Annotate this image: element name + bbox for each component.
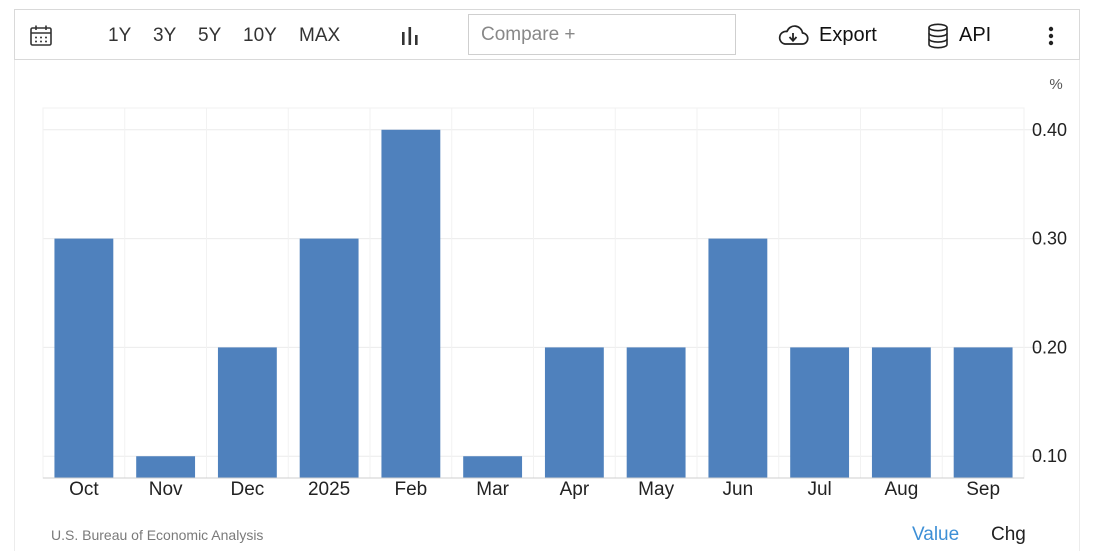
- value-toggle[interactable]: Value: [912, 524, 960, 545]
- bar-apr[interactable]: [544, 347, 604, 478]
- cloud-download-icon: [777, 24, 809, 48]
- x-tick-label: 2025: [308, 479, 350, 500]
- x-tick-label: Jun: [723, 479, 754, 500]
- y-axis-unit: %: [1049, 76, 1062, 93]
- range-10y-button[interactable]: 10Y: [243, 24, 277, 46]
- bar-mar[interactable]: [463, 456, 523, 478]
- y-tick-label: 0.20: [1032, 337, 1067, 357]
- x-tick-label: Apr: [560, 479, 590, 500]
- export-label: Export: [819, 24, 877, 46]
- api-label: API: [959, 24, 992, 46]
- bar-chart-icon[interactable]: [399, 10, 421, 61]
- x-tick-label: Sep: [966, 479, 1000, 500]
- range-5y-button[interactable]: 5Y: [198, 24, 222, 46]
- range-1y-button[interactable]: 1Y: [108, 24, 132, 46]
- bar-nov[interactable]: [136, 456, 196, 478]
- y-tick-label: 0.10: [1032, 446, 1067, 466]
- y-tick-label: 0.40: [1032, 120, 1067, 140]
- chart-bars: [43, 129, 1024, 479]
- bar-jul[interactable]: [790, 347, 850, 478]
- x-tick-label: Aug: [884, 479, 918, 500]
- bar-2025[interactable]: [299, 238, 359, 478]
- bar-jun[interactable]: [708, 238, 768, 478]
- database-icon: [927, 22, 949, 49]
- chart-container: [14, 60, 1080, 551]
- x-tick-label: Mar: [476, 479, 509, 500]
- chart-toolbar: 1Y 3Y 5Y 10Y MAX Export: [14, 9, 1080, 60]
- range-3y-button[interactable]: 3Y: [153, 24, 177, 46]
- export-button[interactable]: Export: [777, 10, 877, 61]
- x-tick-label: Oct: [69, 479, 99, 500]
- bar-oct[interactable]: [54, 238, 114, 478]
- y-axis-labels: 0.10 0.20 0.30 0.40: [1032, 120, 1067, 466]
- compare-input[interactable]: [468, 14, 736, 55]
- api-button[interactable]: API: [927, 10, 991, 61]
- bar-sep[interactable]: [953, 347, 1013, 478]
- source-attribution: U.S. Bureau of Economic Analysis: [51, 527, 264, 543]
- vertical-ellipsis-icon[interactable]: [1047, 10, 1055, 61]
- y-tick-label: 0.30: [1032, 229, 1067, 249]
- x-tick-label: Feb: [395, 479, 428, 500]
- calendar-icon[interactable]: [29, 10, 53, 61]
- x-axis-labels: Oct Nov Dec 2025 Feb Mar Apr May Jun Jul Aug Sep: [69, 479, 1000, 500]
- x-tick-label: Dec: [230, 479, 264, 500]
- bar-aug[interactable]: [871, 347, 931, 478]
- x-tick-label: May: [638, 479, 674, 500]
- bar-feb[interactable]: [381, 129, 441, 478]
- bar-may[interactable]: [626, 347, 686, 478]
- change-toggle[interactable]: Chg: [991, 524, 1026, 545]
- x-tick-label: Nov: [149, 479, 183, 500]
- range-max-button[interactable]: MAX: [299, 24, 341, 46]
- x-tick-label: Jul: [807, 479, 831, 500]
- bar-dec[interactable]: [217, 347, 277, 478]
